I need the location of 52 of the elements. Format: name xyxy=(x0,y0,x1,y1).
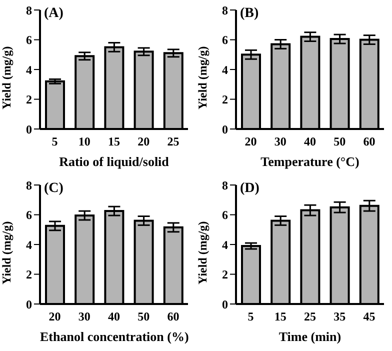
x-tick-label: 5 xyxy=(52,134,58,149)
y-tick-label: 0 xyxy=(222,297,228,312)
y-tick-label: 4 xyxy=(222,62,228,77)
y-axis-title: Yield (mg/g) xyxy=(0,221,14,284)
x-axis-title: Time (min) xyxy=(278,328,342,346)
y-tick-label: 2 xyxy=(26,92,32,107)
x-tick-label: 45 xyxy=(363,310,376,324)
x-axis-title: Temperature (°C) xyxy=(260,153,360,171)
y-tick-label: 2 xyxy=(222,268,228,282)
y-tick-label: 4 xyxy=(222,238,228,252)
x-axis-title: Ratio of liquid/solid xyxy=(58,153,170,171)
x-tick-label: 40 xyxy=(304,134,316,149)
x-tick-label: 50 xyxy=(138,310,150,324)
x-tick-label: 60 xyxy=(363,134,376,149)
x-tick-label: 30 xyxy=(274,134,286,149)
y-axis-title: Yield (mg/g) xyxy=(195,221,210,284)
x-tick-label: 5 xyxy=(248,310,254,324)
x-tick-label: 60 xyxy=(167,310,180,324)
x-tick-label: 15 xyxy=(108,134,120,149)
y-tick-label: 8 xyxy=(26,178,32,192)
annotation: (C) xyxy=(44,181,64,197)
x-tick-label: 20 xyxy=(48,310,61,324)
y-tick-label: 0 xyxy=(26,297,32,312)
y-axis-title: Yield (mg/g) xyxy=(0,46,14,110)
y-tick-label: 6 xyxy=(26,33,32,48)
x-tick-label: 30 xyxy=(78,310,90,324)
y-tick-label: 6 xyxy=(222,33,228,48)
y-tick-label: 0 xyxy=(222,122,228,136)
x-tick-label: 25 xyxy=(167,134,180,149)
y-tick-label: 2 xyxy=(222,92,228,107)
x-tick-label: 50 xyxy=(334,134,346,149)
x-tick-label: 20 xyxy=(138,134,150,149)
y-tick-label: 6 xyxy=(222,208,228,222)
y-tick-label: 2 xyxy=(26,268,32,282)
annotation: (B) xyxy=(240,6,259,22)
y-tick-label: 6 xyxy=(26,208,32,222)
y-tick-label: 8 xyxy=(26,3,32,18)
x-axis-title: Ethanol concentration (%) xyxy=(40,328,189,346)
annotation: (D) xyxy=(240,181,260,197)
y-axis-title: Yield (mg/g) xyxy=(195,46,210,110)
x-tick-label: 35 xyxy=(334,310,346,324)
x-tick-label: 40 xyxy=(108,310,120,324)
y-tick-label: 8 xyxy=(222,3,228,18)
y-tick-label: 0 xyxy=(26,122,32,136)
x-tick-label: 20 xyxy=(244,134,257,149)
y-tick-label: 4 xyxy=(26,238,32,252)
y-tick-label: 4 xyxy=(26,62,32,77)
x-tick-label: 15 xyxy=(274,310,286,324)
x-tick-label: 25 xyxy=(304,310,316,324)
x-tick-label: 10 xyxy=(78,134,90,149)
annotation: (A) xyxy=(44,6,64,22)
y-tick-label: 8 xyxy=(222,178,228,192)
